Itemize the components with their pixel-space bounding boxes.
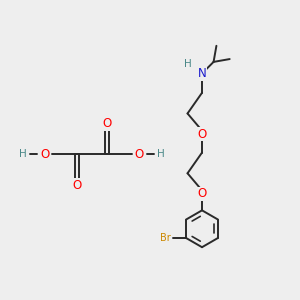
- Text: O: O: [73, 179, 82, 192]
- Text: O: O: [102, 117, 112, 130]
- Text: Br: Br: [160, 233, 171, 243]
- Text: H: H: [157, 149, 165, 160]
- Text: O: O: [197, 188, 207, 200]
- Text: O: O: [40, 148, 50, 161]
- Text: O: O: [197, 128, 207, 141]
- Text: H: H: [19, 149, 27, 160]
- Text: N: N: [198, 67, 206, 80]
- Text: H: H: [184, 59, 192, 69]
- Text: O: O: [134, 148, 144, 161]
